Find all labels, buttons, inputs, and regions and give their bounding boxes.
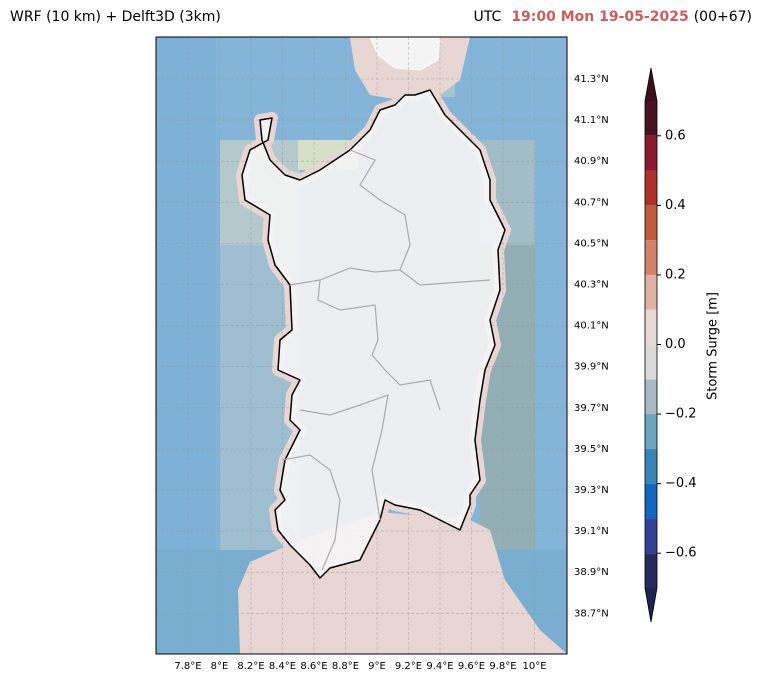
colorbar-label: Storm Surge [m]	[706, 292, 721, 400]
lat-tick-label: 39.5°N	[574, 444, 609, 455]
lon-tick-label: 8.4°E	[269, 661, 296, 672]
colorbar-band	[645, 483, 657, 519]
colorbar-band	[645, 101, 657, 136]
colorbar-band	[645, 553, 657, 588]
lat-tick-label: 38.7°N	[574, 608, 609, 619]
valid-time: 19:00 Mon 19-05-2025	[511, 9, 688, 25]
colorbar-tick-label: 0.2	[665, 267, 686, 282]
colorbar: Storm Surge [m] 0.6 0.4 0.2 0.0 −0.2 −0.4 −0.6	[644, 67, 721, 623]
colorbar-band	[645, 309, 657, 345]
province-border	[299, 394, 389, 521]
province-border	[317, 279, 441, 411]
colorbar-tick-label: −0.2	[665, 407, 697, 422]
lon-tick-label: 7.8°E	[174, 661, 201, 672]
lat-tick-label: 41.1°N	[574, 115, 609, 126]
colorbar-tick-label: −0.4	[665, 476, 697, 491]
province-border	[349, 149, 491, 286]
lon-tick-label: 10°E	[522, 661, 546, 672]
lon-tick-label: 8.6°E	[300, 661, 327, 672]
province-border	[289, 267, 401, 286]
colorbar-tick-label: −0.6	[665, 546, 697, 561]
lon-tick-label: 8°E	[211, 661, 229, 672]
lat-tick-label: 39.9°N	[574, 362, 609, 373]
colorbar-band	[645, 135, 657, 171]
lat-tick-label: 40.7°N	[574, 197, 609, 208]
map-frame	[155, 36, 568, 655]
colorbar-outline	[644, 67, 658, 623]
lat-tick-label: 39.3°N	[574, 485, 609, 496]
lat-tick-label: 40.1°N	[574, 321, 609, 332]
lat-tick-label: 39.7°N	[574, 403, 609, 414]
colorbar-band	[645, 518, 657, 554]
lat-tick-label: 39.1°N	[574, 526, 609, 537]
lat-tick-label: 41.3°N	[574, 74, 609, 85]
colorbar-band	[645, 379, 657, 415]
colorbar-extend-under	[645, 588, 657, 622]
lon-tick-label: 9.4°E	[426, 661, 453, 672]
colorbar-band	[645, 170, 657, 206]
colorbar-tick-label: 0.0	[665, 337, 686, 352]
map	[155, 36, 568, 655]
title-left: WRF (10 km) + Delft3D (3km)	[10, 9, 221, 25]
lead-time: (00+67)	[694, 9, 752, 25]
colorbar-tick-label: 0.6	[665, 128, 686, 143]
utc-label: UTC	[474, 9, 502, 25]
title-right: UTC 19:00 Mon 19-05-2025 (00+67)	[474, 9, 752, 25]
lon-tick-label: 9.6°E	[458, 661, 485, 672]
lon-tick-label: 8.2°E	[237, 661, 264, 672]
colorbar-band	[645, 205, 657, 241]
colorbar-band	[645, 240, 657, 275]
corsica	[369, 37, 441, 71]
lon-tick-label: 8.8°E	[332, 661, 359, 672]
lat-tick-label: 40.5°N	[574, 238, 609, 249]
lon-tick-label: 9.2°E	[395, 661, 422, 672]
lat-tick-label: 40.9°N	[574, 156, 609, 167]
lat-tick-label: 38.9°N	[574, 567, 609, 578]
colorbar-band	[645, 344, 657, 380]
colorbar-tick-label: 0.4	[665, 198, 686, 213]
lon-tick-label: 9°E	[368, 661, 386, 672]
lon-tick-label: 9.8°E	[489, 661, 516, 672]
colorbar-extend-over	[645, 68, 657, 101]
colorbar-band	[645, 414, 657, 449]
colorbar-band	[645, 274, 657, 310]
colorbar-band	[645, 448, 657, 484]
lat-tick-label: 40.3°N	[574, 280, 609, 291]
province-border	[281, 454, 341, 571]
